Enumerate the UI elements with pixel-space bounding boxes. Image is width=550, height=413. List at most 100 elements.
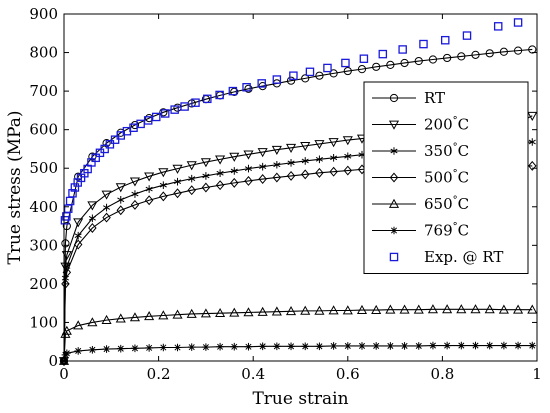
data-point-star [216, 169, 224, 178]
data-point-square [105, 140, 115, 149]
data-point-star [244, 342, 253, 351]
data-point-triangle-up [271, 306, 282, 316]
data-point-star [390, 226, 398, 235]
data-point-triangle-up [484, 304, 495, 314]
y-tick-label: 200 [29, 275, 58, 293]
data-point-triangle-up [61, 325, 72, 335]
data-point-star [258, 342, 267, 351]
legend-entry: 500°C [372, 169, 469, 187]
data-point-star [528, 341, 537, 350]
data-point-circle [499, 47, 508, 56]
data-point-triangle-up [229, 307, 240, 317]
legend-label: 650°C [424, 195, 469, 213]
data-point-triangle-down [300, 142, 311, 152]
data-point-diamond [215, 180, 225, 191]
data-point-square [151, 112, 161, 122]
data-point-square [191, 98, 200, 107]
data-point-square [215, 90, 224, 100]
data-point-square [323, 63, 332, 73]
ticks-layer: 0 0.2 0.4 0.6 0.8 1 0 100 200 300 400 500 600 700 800 9… [29, 5, 541, 383]
data-point-square [462, 31, 472, 40]
data-point-triangle-up [328, 305, 339, 315]
data-point-square [341, 58, 350, 68]
data-point-star [400, 342, 409, 350]
legend-label: 500°C [424, 169, 469, 187]
data-point-star [259, 162, 267, 171]
legend-entry: 200°C [372, 116, 469, 134]
y-tick-label: 0 [48, 352, 58, 370]
data-point-star [145, 185, 153, 193]
data-point-circle [471, 50, 480, 59]
data-point-square [419, 39, 428, 49]
data-point-triangle-up [144, 311, 155, 321]
data-point-star [514, 341, 522, 350]
data-point-diamond [187, 185, 196, 196]
y-tick-label: 900 [29, 5, 58, 23]
data-point-star [187, 343, 196, 351]
series-4 [58, 304, 538, 365]
data-point-star [329, 342, 338, 350]
legend-label: 350°C [424, 142, 469, 160]
data-point-diamond [116, 205, 125, 216]
data-point-star [457, 341, 466, 350]
data-point-triangle-down [158, 168, 169, 178]
data-point-square [359, 54, 369, 63]
data-point-square [398, 45, 407, 54]
data-point-star [301, 157, 309, 165]
legend-entry: 650°C [372, 195, 469, 213]
data-point-triangle-up [470, 304, 481, 314]
data-point-star [386, 342, 395, 350]
data-point-star [173, 177, 182, 186]
data-point-star [202, 172, 210, 180]
x-tick-label: 0.8 [430, 365, 454, 383]
data-point-diamond [144, 195, 154, 206]
data-point-triangle-up [129, 312, 140, 322]
data-point-circle [372, 62, 381, 71]
data-point-circle [159, 108, 168, 117]
x-axis-title: True strain [252, 389, 348, 409]
data-point-triangle-up [385, 304, 396, 314]
data-point-star [145, 344, 153, 352]
data-point-square [513, 18, 523, 27]
data-point-diamond [343, 165, 353, 176]
data-point-circle [485, 49, 494, 58]
series-5 [60, 341, 537, 365]
data-point-circle [528, 45, 537, 54]
data-point-diamond [244, 175, 253, 186]
data-point-star [471, 341, 480, 350]
data-point-star [188, 174, 196, 183]
legend-entry: RT [372, 89, 445, 107]
data-point-square [100, 144, 109, 154]
data-point-triangle-down [144, 172, 155, 182]
data-point-triangle-down [186, 161, 197, 171]
data-point-triangle-up [285, 306, 297, 316]
data-point-circle [343, 66, 352, 76]
y-tick-label: 700 [29, 82, 58, 100]
data-point-square [143, 116, 153, 125]
data-point-circle [357, 65, 367, 74]
data-point-circle [61, 239, 70, 248]
data-point-star [390, 147, 398, 155]
data-point-star [117, 196, 125, 204]
data-point-star [429, 341, 437, 350]
data-point-circle [443, 53, 452, 63]
data-point-square [242, 83, 251, 92]
y-tick-label: 600 [29, 121, 58, 139]
data-point-square [68, 189, 77, 198]
data-point-diamond [130, 199, 140, 210]
data-point-square [389, 252, 399, 262]
data-point-circle [457, 52, 466, 61]
data-point-triangle-up [87, 317, 98, 327]
legend-label: 769°C [424, 222, 469, 240]
data-point-circle [389, 93, 399, 103]
data-point-star [63, 349, 71, 358]
data-point-star [273, 160, 281, 169]
data-point-diamond [230, 177, 239, 188]
data-point-star [230, 342, 239, 351]
legend-label: RT [424, 89, 445, 107]
data-point-triangle-down [200, 158, 211, 168]
data-point-diamond [286, 170, 296, 181]
data-point-diamond [88, 223, 97, 233]
y-tick-label: 300 [29, 236, 58, 254]
